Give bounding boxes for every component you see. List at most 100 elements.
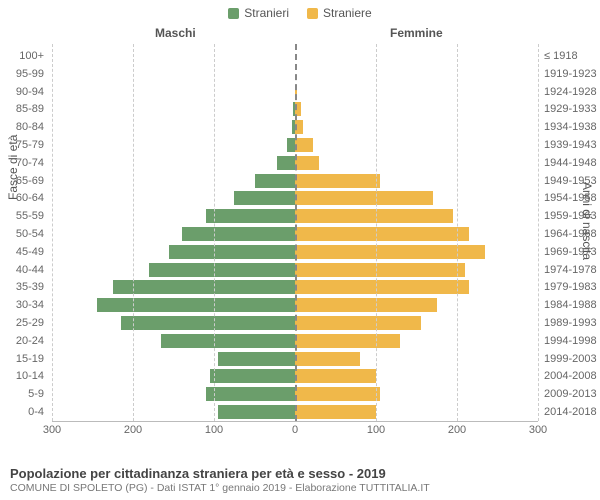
plot-area — [52, 44, 538, 422]
bar-male — [287, 138, 295, 152]
bar-male — [121, 316, 295, 330]
birth-year-label: 1944-1948 — [540, 155, 600, 173]
age-label: 70-74 — [0, 155, 48, 173]
swatch-male-icon — [228, 8, 239, 19]
gridline — [295, 44, 297, 421]
bar-male — [234, 191, 295, 205]
bar-male — [218, 352, 295, 366]
birth-year-label: 1954-1958 — [540, 190, 600, 208]
gridline — [457, 44, 458, 421]
gridline — [538, 44, 539, 421]
chart-title: Popolazione per cittadinanza straniera p… — [10, 466, 590, 481]
swatch-female-icon — [307, 8, 318, 19]
bar-female — [295, 405, 376, 419]
header-female: Femmine — [390, 26, 443, 40]
age-label: 60-64 — [0, 190, 48, 208]
x-tick-label: 200 — [124, 424, 142, 436]
bar-female — [295, 227, 469, 241]
birth-year-label: 1929-1933 — [540, 101, 600, 119]
bar-female — [295, 387, 380, 401]
bar-female — [295, 209, 453, 223]
gridline — [133, 44, 134, 421]
age-label: 65-69 — [0, 173, 48, 191]
age-label: 80-84 — [0, 119, 48, 137]
birth-year-label: 1969-1973 — [540, 244, 600, 262]
bar-male — [182, 227, 295, 241]
birth-year-label: 2014-2018 — [540, 404, 600, 422]
birth-year-label: 2004-2008 — [540, 368, 600, 386]
x-tick-label: 200 — [448, 424, 466, 436]
age-label: 95-99 — [0, 66, 48, 84]
bar-male — [255, 174, 296, 188]
birth-year-label: 1999-2003 — [540, 351, 600, 369]
birth-year-label: 1949-1953 — [540, 173, 600, 191]
bar-male — [218, 405, 295, 419]
age-label: 30-34 — [0, 297, 48, 315]
bar-male — [161, 334, 295, 348]
birth-year-label: 1939-1943 — [540, 137, 600, 155]
birth-year-label: 1989-1993 — [540, 315, 600, 333]
legend-item-female: Straniere — [307, 6, 372, 20]
header-male: Maschi — [155, 26, 196, 40]
age-label: 90-94 — [0, 84, 48, 102]
bar-female — [295, 316, 421, 330]
bar-male — [169, 245, 295, 259]
chart-subtitle: COMUNE DI SPOLETO (PG) - Dati ISTAT 1° g… — [10, 482, 590, 494]
bar-female — [295, 280, 469, 294]
bar-female — [295, 174, 380, 188]
bar-female — [295, 191, 433, 205]
gridline — [214, 44, 215, 421]
birth-year-label: 1979-1983 — [540, 279, 600, 297]
bar-female — [295, 156, 319, 170]
bar-male — [113, 280, 295, 294]
age-label: 20-24 — [0, 333, 48, 351]
x-tick-label: 300 — [529, 424, 547, 436]
x-tick-label: 100 — [367, 424, 385, 436]
x-axis-ticks: 3002001000100200300 — [52, 424, 538, 440]
bar-female — [295, 138, 313, 152]
age-label: 40-44 — [0, 262, 48, 280]
legend-label-male: Stranieri — [244, 6, 289, 20]
gridline — [52, 44, 53, 421]
bar-female — [295, 263, 465, 277]
bar-male — [149, 263, 295, 277]
bar-female — [295, 334, 400, 348]
bar-female — [295, 298, 437, 312]
age-label: 75-79 — [0, 137, 48, 155]
bar-female — [295, 369, 376, 383]
bar-male — [97, 298, 295, 312]
birth-year-label: 1994-1998 — [540, 333, 600, 351]
age-label: 10-14 — [0, 368, 48, 386]
birth-year-label: 1934-1938 — [540, 119, 600, 137]
legend: Stranieri Straniere — [0, 0, 600, 20]
birth-year-label: 1919-1923 — [540, 66, 600, 84]
age-label: 50-54 — [0, 226, 48, 244]
age-label: 0-4 — [0, 404, 48, 422]
birth-year-label: 2009-2013 — [540, 386, 600, 404]
bar-male — [210, 369, 295, 383]
bar-female — [295, 352, 360, 366]
bar-male — [277, 156, 295, 170]
age-label: 25-29 — [0, 315, 48, 333]
chart-footer: Popolazione per cittadinanza straniera p… — [10, 466, 590, 494]
bar-male — [206, 209, 295, 223]
birth-year-label: 1984-1988 — [540, 297, 600, 315]
age-label: 100+ — [0, 48, 48, 66]
age-label: 85-89 — [0, 101, 48, 119]
birth-year-label: 1964-1968 — [540, 226, 600, 244]
birth-year-label: 1974-1978 — [540, 262, 600, 280]
legend-label-female: Straniere — [323, 6, 372, 20]
age-label: 35-39 — [0, 279, 48, 297]
gridline — [376, 44, 377, 421]
birth-year-label: 1959-1963 — [540, 208, 600, 226]
birth-year-label: 1924-1928 — [540, 84, 600, 102]
age-label: 45-49 — [0, 244, 48, 262]
age-label: 5-9 — [0, 386, 48, 404]
x-tick-label: 0 — [292, 424, 298, 436]
x-tick-label: 100 — [205, 424, 223, 436]
legend-item-male: Stranieri — [228, 6, 289, 20]
birth-year-label: ≤ 1918 — [540, 48, 600, 66]
x-tick-label: 300 — [43, 424, 61, 436]
age-label: 15-19 — [0, 351, 48, 369]
bar-male — [206, 387, 295, 401]
